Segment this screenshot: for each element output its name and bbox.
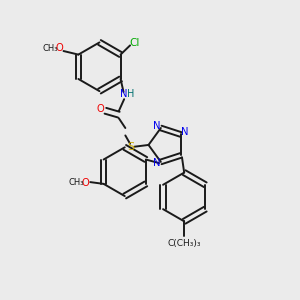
Text: O: O	[96, 104, 104, 114]
Text: O: O	[81, 178, 89, 188]
Text: H: H	[127, 89, 134, 99]
Text: N: N	[153, 121, 160, 130]
Text: C(CH₃)₃: C(CH₃)₃	[167, 238, 201, 247]
Text: N: N	[153, 158, 160, 168]
Text: O: O	[56, 44, 64, 53]
Text: N: N	[181, 127, 189, 137]
Text: N: N	[120, 89, 128, 99]
Text: CH₃: CH₃	[68, 178, 84, 188]
Text: Cl: Cl	[130, 38, 140, 48]
Text: S: S	[128, 142, 135, 152]
Text: CH₃: CH₃	[43, 44, 58, 53]
